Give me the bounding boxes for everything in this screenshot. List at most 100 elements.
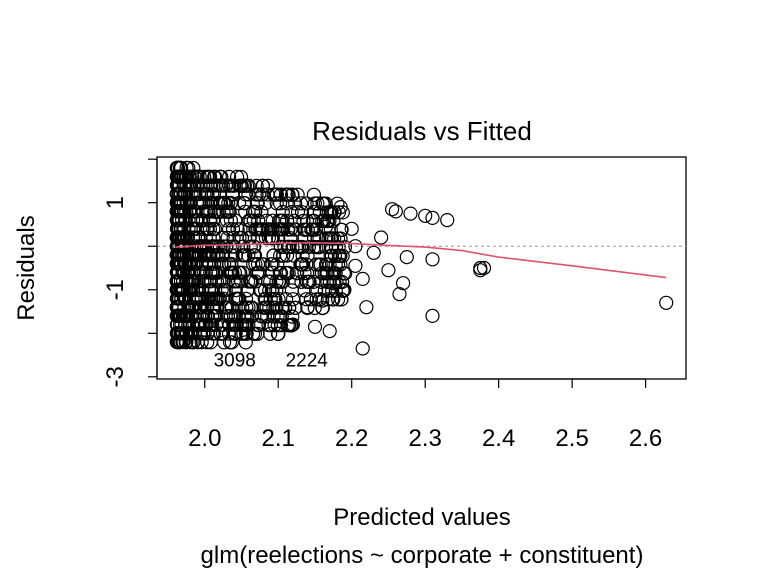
data-point	[385, 202, 400, 217]
data-point	[228, 283, 243, 298]
data-point	[320, 205, 335, 220]
data-point	[284, 205, 299, 220]
data-point	[169, 178, 184, 193]
data-point	[177, 300, 192, 315]
data-point	[289, 266, 304, 281]
data-point	[285, 187, 300, 202]
data-point	[281, 222, 296, 237]
data-point	[263, 291, 278, 307]
data-point	[318, 196, 333, 211]
data-point	[169, 326, 184, 341]
data-point	[323, 222, 338, 237]
data-point	[216, 291, 231, 306]
data-point	[315, 196, 330, 211]
data-point	[288, 196, 303, 211]
data-point	[344, 221, 359, 236]
data-point	[173, 256, 188, 271]
data-point	[191, 248, 206, 263]
data-point	[224, 300, 240, 315]
data-point	[203, 317, 218, 332]
data-point	[317, 283, 332, 298]
data-point	[268, 187, 283, 202]
data-point	[317, 266, 332, 281]
data-point	[246, 239, 261, 254]
data-point	[206, 178, 221, 193]
data-point	[328, 257, 343, 272]
data-point	[208, 291, 223, 306]
data-point	[272, 213, 287, 228]
data-point	[228, 274, 243, 289]
data-point	[235, 248, 250, 263]
data-point	[300, 213, 315, 228]
data-point	[238, 335, 253, 350]
data-point	[233, 222, 248, 237]
data-point	[355, 341, 370, 356]
data-point	[271, 231, 286, 246]
data-point	[273, 222, 288, 237]
data-point	[177, 186, 192, 202]
data-point	[190, 178, 205, 193]
data-point	[403, 206, 418, 221]
data-point	[327, 248, 343, 263]
data-point	[188, 256, 203, 271]
y-tick-label: -3	[102, 366, 129, 387]
data-point	[246, 257, 261, 272]
data-point	[254, 204, 269, 219]
data-point	[206, 239, 221, 254]
data-point	[225, 239, 240, 254]
data-point	[207, 221, 223, 237]
data-point	[297, 283, 312, 298]
data-point	[473, 263, 488, 278]
data-point	[320, 292, 335, 307]
data-point	[285, 317, 300, 332]
data-point	[224, 256, 239, 272]
data-point	[279, 248, 295, 263]
data-point	[211, 291, 226, 306]
data-point	[234, 274, 249, 289]
data-point	[388, 204, 403, 219]
data-point	[263, 326, 278, 341]
data-point	[211, 204, 226, 219]
data-point	[306, 274, 321, 289]
data-point	[392, 287, 407, 302]
data-point	[175, 213, 190, 228]
data-point	[300, 300, 315, 315]
data-point	[297, 266, 312, 281]
data-point	[216, 239, 231, 254]
smooth-line	[175, 241, 667, 279]
data-point	[315, 293, 330, 308]
data-point	[255, 222, 270, 237]
data-point	[195, 274, 210, 289]
data-point	[170, 213, 185, 228]
data-point	[217, 335, 232, 350]
data-point	[222, 169, 237, 184]
data-point	[425, 210, 440, 225]
data-point	[223, 195, 238, 211]
data-point	[228, 248, 243, 263]
data-point	[278, 300, 293, 315]
data-point	[246, 213, 261, 228]
data-point	[197, 169, 212, 184]
data-point	[245, 274, 260, 289]
data-point	[265, 257, 280, 272]
data-point	[249, 187, 264, 202]
data-point	[228, 326, 243, 341]
data-point	[323, 231, 338, 246]
data-point	[279, 292, 294, 307]
data-point	[208, 317, 224, 332]
data-point	[204, 282, 219, 298]
data-point	[238, 291, 254, 306]
data-point	[325, 292, 340, 307]
data-point	[322, 324, 337, 339]
data-point	[178, 178, 193, 193]
data-point	[170, 169, 185, 184]
data-point	[296, 213, 311, 228]
data-point	[243, 239, 258, 254]
data-point	[235, 300, 250, 315]
data-point	[180, 308, 195, 323]
data-point	[171, 247, 187, 263]
data-point	[295, 239, 310, 255]
data-point	[250, 196, 265, 211]
data-point	[178, 326, 193, 341]
